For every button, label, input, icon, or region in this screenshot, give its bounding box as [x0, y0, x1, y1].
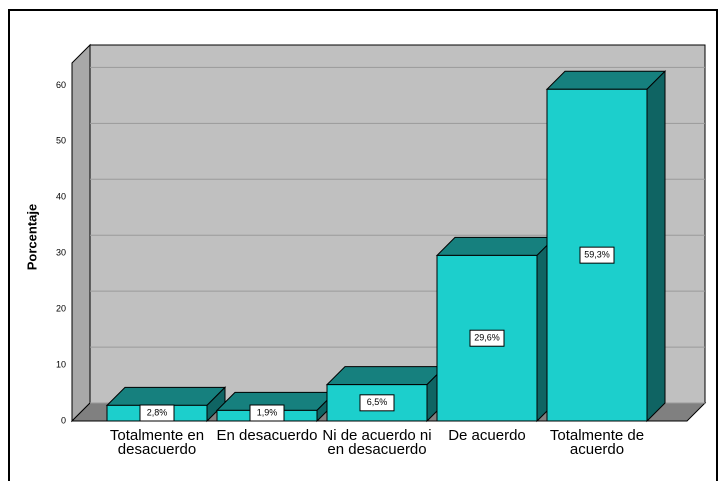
- bar-top: [325, 366, 447, 386]
- frame: [8, 9, 718, 481]
- x-tick-label: Totalmente en desacuerdo: [109, 427, 205, 458]
- bar-side: [646, 70, 666, 423]
- y-tick-label: 40: [56, 192, 66, 202]
- x-tick-label: Totalmente de acuerdo: [549, 427, 645, 458]
- y-tick-label: 10: [56, 359, 66, 369]
- y-tick-label: 20: [56, 304, 66, 314]
- side-wall: [71, 43, 91, 423]
- y-tick-label: 60: [56, 80, 66, 90]
- bar-top: [105, 386, 227, 406]
- y-tick-label: 30: [56, 248, 66, 258]
- bar-top: [435, 236, 557, 256]
- value-label-box: [139, 404, 175, 422]
- value-label: 29,6%: [474, 333, 500, 343]
- y-tick-label: 0: [61, 415, 66, 425]
- x-tick-label: En desacuerdo: [216, 427, 318, 444]
- bar-top: [545, 70, 667, 90]
- value-label-box: [579, 246, 615, 264]
- value-label: 2,8%: [147, 407, 168, 417]
- y-axis-title: Porcentaje: [24, 204, 39, 270]
- x-tick-label: De acuerdo: [448, 427, 526, 444]
- value-label-box: [359, 394, 395, 412]
- value-label-box: [469, 329, 505, 347]
- value-label: 6,5%: [367, 397, 388, 407]
- value-label: 1,9%: [257, 407, 278, 417]
- value-label-box: [249, 404, 285, 422]
- x-tick-label: Ni de acuerdo ni en desacuerdo: [322, 427, 432, 458]
- value-label: 59,3%: [584, 250, 610, 260]
- y-tick-label: 50: [56, 136, 66, 146]
